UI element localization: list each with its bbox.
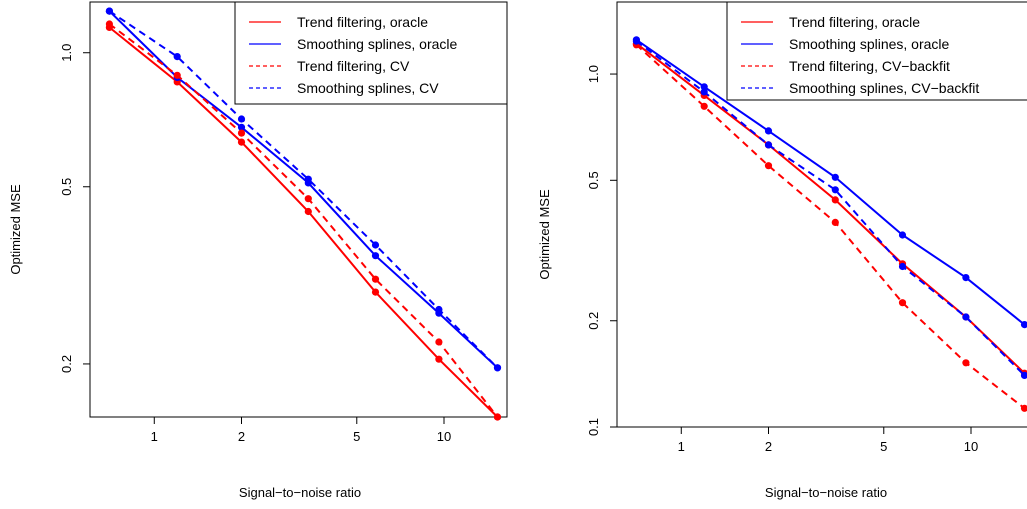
data-point [898, 231, 907, 239]
data-point [371, 252, 380, 260]
x-tick-label: 5 [353, 429, 360, 444]
y-tick-label: 0.1 [586, 418, 601, 436]
data-point [173, 71, 181, 79]
data-point [764, 141, 773, 149]
data-point [898, 299, 907, 307]
data-point [493, 364, 502, 372]
legend-box [726, 1, 1027, 101]
data-point [1020, 404, 1027, 412]
data-point [435, 338, 443, 346]
data-point [237, 115, 246, 123]
y-tick-label: 0.5 [586, 171, 601, 189]
data-point [898, 262, 907, 271]
y-tick-label: 1.0 [59, 44, 74, 62]
data-point [237, 129, 246, 137]
x-tick-label: 10 [437, 429, 451, 444]
legend-label: Trend filtering, oracle [789, 14, 920, 30]
panel-1: 1 2 5 10 Signal−to−noise ratio 0.2 0.5 1.0 Optim… [8, 1, 508, 500]
data-point [962, 359, 970, 367]
data-point [435, 305, 443, 314]
data-point [700, 102, 708, 110]
legend-label: Smoothing splines, CV−backfit [789, 80, 979, 96]
legend-label: Trend filtering, oracle [297, 14, 428, 30]
data-point [371, 275, 380, 283]
y-tick-label: 0.2 [59, 355, 74, 373]
data-point [304, 195, 312, 203]
data-point [237, 138, 246, 146]
data-point [371, 288, 380, 296]
x-tick-label: 2 [765, 439, 772, 454]
series-4 [632, 37, 1027, 379]
legend-box [234, 1, 508, 105]
y-axis-label: Optimized MSE [537, 189, 552, 280]
legend-label: Trend filtering, CV [297, 58, 410, 74]
data-point [962, 274, 970, 282]
x-tick-label: 1 [678, 439, 685, 454]
x-tick-label: 1 [151, 429, 158, 444]
legend-label: Smoothing splines, CV [297, 80, 439, 96]
data-point [493, 413, 502, 421]
data-point [962, 313, 970, 321]
data-point [304, 207, 312, 216]
data-point [105, 7, 113, 15]
data-point [304, 175, 312, 183]
y-axis-label: Optimized MSE [8, 184, 23, 275]
panel-2: 1 2 5 10 Signal−to−noise ratio 0.1 0.2 0.5 1.0 Op… [537, 1, 1027, 500]
x-axis-label: Signal−to−noise ratio [765, 485, 887, 500]
legend: Trend filtering, oracle Smoothing splines… [726, 1, 1027, 101]
data-point [435, 355, 443, 363]
y-axis: 0.2 0.5 1.0 [59, 44, 90, 373]
data-point [831, 196, 839, 204]
legend-label: Smoothing splines, oracle [297, 36, 458, 52]
y-tick-label: 1.0 [586, 65, 601, 83]
data-point [700, 83, 708, 91]
y-tick-label: 0.5 [59, 178, 74, 196]
x-axis-label: Signal−to−noise ratio [239, 485, 361, 500]
data-point [1020, 321, 1027, 329]
data-point [831, 218, 839, 226]
x-tick-label: 5 [880, 439, 887, 454]
x-axis: 1 2 5 10 [151, 417, 451, 444]
series-3 [632, 41, 1027, 412]
data-point [1020, 371, 1027, 379]
data-point [105, 20, 113, 28]
data-point [700, 88, 708, 96]
legend-label: Trend filtering, CV−backfit [789, 58, 950, 74]
data-point [237, 123, 246, 131]
data-point [371, 241, 380, 249]
data-point [632, 37, 641, 45]
legend-label: Smoothing splines, oracle [789, 36, 950, 52]
series-4 [105, 7, 502, 372]
x-tick-label: 10 [964, 439, 978, 454]
y-tick-label: 0.2 [586, 312, 601, 330]
y-axis: 0.1 0.2 0.5 1.0 [586, 65, 617, 436]
x-axis: 1 2 5 10 [678, 427, 978, 454]
data-point [764, 127, 773, 135]
legend: Trend filtering, oracle Smoothing splines… [234, 1, 508, 105]
data-point [173, 53, 181, 61]
series-3 [105, 20, 502, 421]
data-point [764, 162, 773, 170]
data-point [831, 186, 839, 194]
data-point [831, 173, 839, 181]
x-tick-label: 2 [238, 429, 245, 444]
